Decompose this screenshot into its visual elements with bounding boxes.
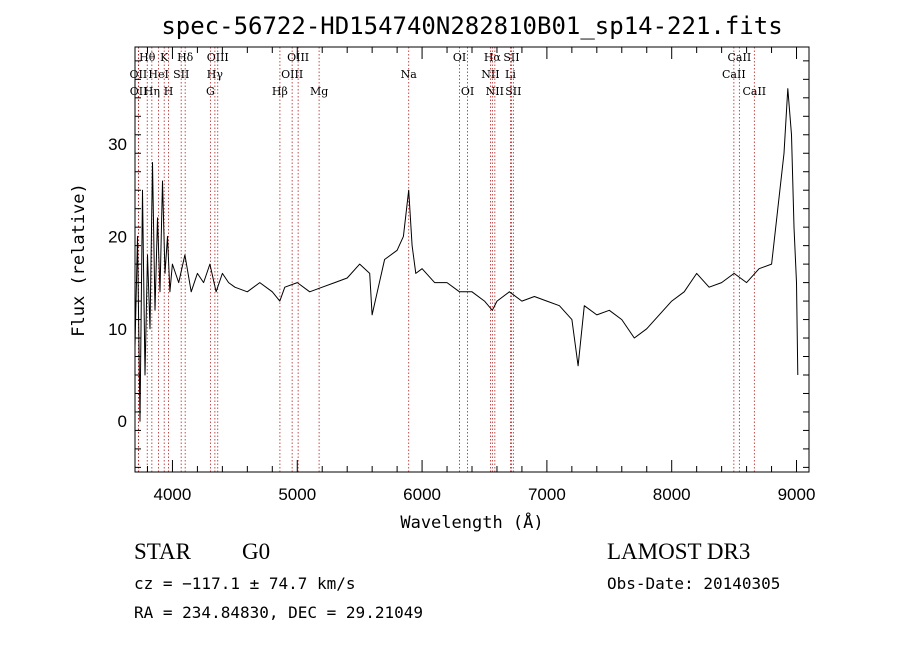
spectral-line-label: Hγ bbox=[207, 68, 224, 81]
velocity-readout: cz = −117.1 ± 74.7 km/s bbox=[134, 574, 356, 593]
x-tick-label: 4000 bbox=[154, 485, 192, 504]
spectral-line-label: Hδ bbox=[177, 51, 194, 64]
spectral-line-label: G bbox=[206, 85, 215, 98]
spectral-line-label: SII bbox=[173, 68, 189, 81]
y-tick-label: 10 bbox=[108, 320, 127, 339]
spectral-line-label: CaII bbox=[728, 51, 752, 64]
spectral-line-label: CaII bbox=[722, 68, 746, 81]
object-class: STAR bbox=[134, 539, 191, 564]
y-tick-label: 0 bbox=[118, 412, 127, 431]
spectral-line-label: OI bbox=[453, 51, 466, 64]
coordinates-readout: RA = 234.84830, DEC = 29.21049 bbox=[134, 603, 423, 622]
spectral-line-label: Li bbox=[505, 68, 516, 81]
spectral-line-label: OIII bbox=[287, 51, 309, 64]
y-axis-ticks: 0 10 20 30 bbox=[108, 60, 809, 468]
spectral-line-label: K bbox=[160, 51, 169, 64]
chart-title: spec-56722-HD154740N282810B01_sp14-221.f… bbox=[161, 12, 782, 40]
spectral-line-label: OIII bbox=[281, 68, 303, 81]
spectral-line-label: Hα bbox=[484, 51, 502, 64]
x-tick-label: 5000 bbox=[278, 485, 316, 504]
spectral-line-label: NII bbox=[481, 68, 499, 81]
spectral-line-label: SII bbox=[503, 51, 519, 64]
x-tick-label: 6000 bbox=[403, 485, 441, 504]
spectral-line-label: Na bbox=[401, 68, 418, 81]
spectral-line-label: CaII bbox=[742, 85, 766, 98]
x-tick-label: 7000 bbox=[528, 485, 566, 504]
plot-frame bbox=[134, 46, 810, 473]
x-tick-label: 9000 bbox=[778, 485, 816, 504]
spectral-line-label: Mg bbox=[310, 85, 328, 98]
spectral-line-label: OI bbox=[461, 85, 474, 98]
spectral-line-label: Hβ bbox=[272, 85, 288, 98]
spectral-line-label: OII bbox=[130, 85, 148, 98]
y-axis-label: Flux (relative) bbox=[69, 183, 89, 337]
spectrum-series-line bbox=[134, 88, 799, 422]
y-tick-label: 20 bbox=[108, 227, 127, 246]
series-layer bbox=[134, 88, 799, 422]
observation-date: Obs-Date: 20140305 bbox=[607, 574, 781, 593]
x-axis-ticks: 4000 5000 6000 7000 8000 9000 bbox=[146, 47, 816, 504]
x-tick-label: 8000 bbox=[653, 485, 691, 504]
spectral-line-label: H bbox=[164, 85, 174, 98]
object-subclass: G0 bbox=[242, 539, 271, 564]
spectral-line-label: HeI bbox=[148, 68, 168, 81]
spectral-line-label: OIII bbox=[207, 51, 229, 64]
spectral-line-label: NII bbox=[486, 85, 504, 98]
x-axis-label: Wavelength (Å) bbox=[400, 511, 543, 533]
spectral-line-label: OII bbox=[130, 68, 148, 81]
spectral-line-label: SII bbox=[505, 85, 521, 98]
y-tick-label: 30 bbox=[108, 135, 127, 154]
survey-name: LAMOST DR3 bbox=[607, 539, 751, 564]
spectral-line-label: Hη bbox=[144, 85, 160, 98]
